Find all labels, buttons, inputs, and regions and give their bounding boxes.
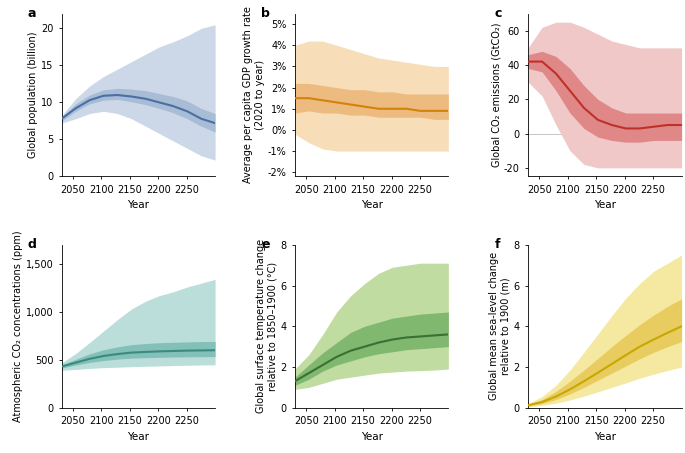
Text: a: a (28, 7, 36, 20)
X-axis label: Year: Year (594, 200, 616, 210)
X-axis label: Year: Year (594, 432, 616, 442)
Y-axis label: Global mean sea-level change
relative to 1900 (m): Global mean sea-level change relative to… (489, 252, 511, 400)
Text: e: e (261, 238, 270, 251)
Y-axis label: Atmospheric CO₂ concentrations (ppm): Atmospheric CO₂ concentrations (ppm) (13, 231, 23, 422)
Text: c: c (495, 7, 501, 20)
X-axis label: Year: Year (360, 432, 383, 442)
X-axis label: Year: Year (127, 432, 149, 442)
Y-axis label: Global population (billion): Global population (billion) (28, 32, 38, 158)
Y-axis label: Average per capita GDP growth rate
(2020 to year): Average per capita GDP growth rate (2020… (243, 7, 265, 183)
X-axis label: Year: Year (360, 200, 383, 210)
Text: f: f (495, 238, 500, 251)
Text: d: d (28, 238, 37, 251)
Y-axis label: Global CO₂ emissions (GtCO₂): Global CO₂ emissions (GtCO₂) (491, 23, 501, 167)
Text: b: b (261, 7, 270, 20)
Y-axis label: Global surface temperature change
relative to 1850–1900 (°C): Global surface temperature change relati… (256, 239, 277, 413)
X-axis label: Year: Year (127, 200, 149, 210)
